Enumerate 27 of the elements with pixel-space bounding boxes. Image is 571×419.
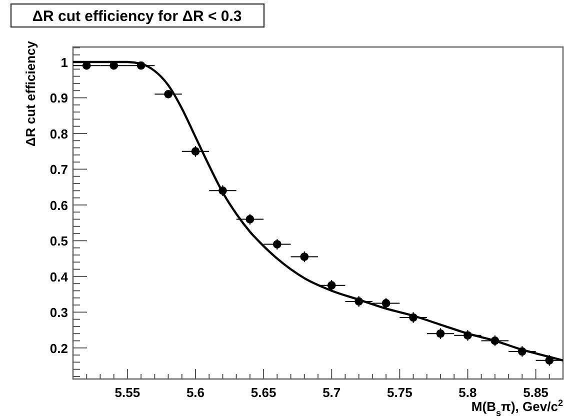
y-tick-label: 0.5 [50,234,68,249]
x-tick-label: 5.7 [322,385,341,400]
x-tick-label: 5.6 [186,385,205,400]
y-tick-label: 0.4 [50,269,69,284]
point [191,147,200,156]
y-tick-label: 0.9 [50,90,68,106]
x-tick-label: 5.75 [387,385,412,400]
point [300,252,309,261]
y-tick-label: 0.7 [50,162,68,178]
point [164,90,172,98]
x-tick-label: 5.85 [523,385,548,400]
x-tick-label: 5.8 [458,385,477,400]
point [327,281,336,290]
y-tick-label: 0.3 [50,305,68,320]
y-tick-label: 0.2 [50,340,68,356]
point [382,299,390,308]
x-tick-label: 5.65 [250,385,276,400]
point [272,240,282,248]
x-tick-label: 5.55 [114,385,140,400]
y-tick-label: 1 [60,55,68,70]
point [436,329,445,338]
point [246,215,254,224]
y-tick-label: 0.6 [50,198,68,213]
y-tick-label: 0.8 [50,126,68,142]
y-axis-title: ΔR cut efficiency [23,40,38,146]
x-axis-title: M(B$_{s}$π), Gev/c$^{2}$ [471,398,563,418]
chart-title: ΔR cut efficiency for ΔR < 0.3 [32,8,242,25]
